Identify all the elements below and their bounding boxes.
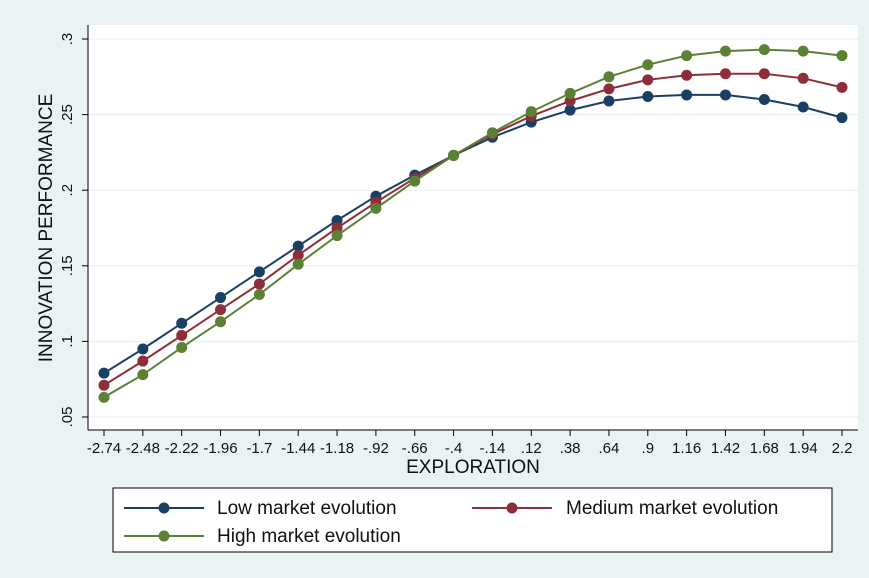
data-point bbox=[176, 329, 188, 341]
data-point bbox=[603, 83, 615, 95]
data-point bbox=[564, 95, 576, 107]
data-point bbox=[642, 74, 654, 86]
data-point bbox=[758, 44, 770, 56]
x-tick-label: -2.74 bbox=[87, 440, 121, 457]
data-point bbox=[681, 50, 693, 62]
series-line bbox=[103, 48, 843, 399]
data-point bbox=[331, 222, 343, 234]
x-tick-label: -2.22 bbox=[165, 440, 199, 457]
data-point bbox=[564, 104, 576, 116]
data-point bbox=[215, 292, 227, 304]
x-axis-ticks: -2.74 -2.48 -2.22 -1.96 -1.7 -1.44 -1.18 -.92 -.… bbox=[87, 430, 853, 457]
data-point bbox=[98, 379, 110, 391]
data-point bbox=[797, 101, 809, 113]
data-point bbox=[370, 202, 382, 214]
data-point bbox=[603, 95, 615, 107]
series-3 bbox=[98, 44, 848, 403]
legend-label: High market evolution bbox=[217, 526, 401, 547]
data-point bbox=[253, 278, 265, 290]
data-point bbox=[525, 106, 537, 118]
data-point bbox=[797, 45, 809, 57]
data-point bbox=[797, 72, 809, 84]
data-point bbox=[331, 214, 343, 226]
y-tick-label: .2 bbox=[59, 184, 76, 197]
legend: Low market evolution Medium market evolut… bbox=[124, 498, 778, 547]
legend-item: Medium market evolution bbox=[472, 498, 778, 519]
x-tick-label: -.14 bbox=[479, 440, 505, 457]
data-point bbox=[215, 304, 227, 316]
x-axis-label: EXPLORATION bbox=[406, 457, 540, 478]
x-tick-label: -1.18 bbox=[320, 440, 354, 457]
x-tick-label: -1.96 bbox=[203, 440, 237, 457]
data-point bbox=[719, 89, 731, 101]
x-tick-label: -.4 bbox=[445, 440, 463, 457]
legend-item: High market evolution bbox=[124, 526, 401, 547]
x-tick-label: .38 bbox=[560, 440, 581, 457]
data-point bbox=[719, 68, 731, 80]
x-tick-label: -.92 bbox=[363, 440, 389, 457]
data-point bbox=[448, 149, 460, 161]
grid bbox=[88, 38, 858, 418]
data-point bbox=[758, 68, 770, 80]
legend-label: Medium market evolution bbox=[566, 498, 778, 519]
data-point bbox=[564, 87, 576, 99]
x-tick-label: .9 bbox=[642, 440, 655, 457]
data-point bbox=[836, 50, 848, 62]
data-point bbox=[331, 230, 343, 242]
x-tick-label: .12 bbox=[521, 440, 542, 457]
x-tick-label: -1.44 bbox=[281, 440, 315, 457]
legend-marker bbox=[506, 502, 518, 514]
plot-background bbox=[88, 25, 858, 430]
y-tick-label: .3 bbox=[59, 33, 76, 46]
data-point bbox=[836, 81, 848, 93]
y-tick-label: .1 bbox=[59, 335, 76, 348]
x-tick-label: 1.16 bbox=[672, 440, 701, 457]
x-tick-label: -2.48 bbox=[126, 440, 160, 457]
data-point bbox=[137, 355, 149, 367]
data-point bbox=[253, 289, 265, 301]
legend-label: Low market evolution bbox=[217, 498, 397, 519]
series bbox=[98, 44, 848, 403]
legend-marker bbox=[158, 502, 170, 514]
data-point bbox=[98, 391, 110, 403]
data-point bbox=[215, 316, 227, 328]
y-tick-label: .05 bbox=[59, 407, 76, 428]
data-point bbox=[486, 127, 498, 139]
data-point bbox=[137, 343, 149, 355]
data-point bbox=[176, 341, 188, 353]
data-point bbox=[758, 93, 770, 105]
y-axis-ticks: .05 .1 .15 .2 .25 .3 bbox=[59, 33, 88, 428]
y-axis-label: INNOVATION PERFORMANCE bbox=[36, 94, 57, 362]
data-point bbox=[176, 317, 188, 329]
data-point bbox=[681, 89, 693, 101]
data-point bbox=[137, 369, 149, 381]
data-point bbox=[292, 258, 304, 270]
series-line bbox=[103, 93, 843, 375]
data-point bbox=[836, 112, 848, 124]
x-tick-label: -1.7 bbox=[246, 440, 272, 457]
data-point bbox=[292, 249, 304, 261]
y-tick-label: .15 bbox=[59, 255, 76, 276]
data-point bbox=[681, 69, 693, 81]
legend-marker bbox=[158, 530, 170, 542]
data-point bbox=[642, 90, 654, 102]
x-tick-label: -.66 bbox=[402, 440, 428, 457]
legend-item: Low market evolution bbox=[124, 498, 397, 519]
data-point bbox=[603, 71, 615, 83]
data-point bbox=[292, 240, 304, 252]
x-tick-label: 1.42 bbox=[711, 440, 740, 457]
data-point bbox=[253, 266, 265, 278]
data-point bbox=[409, 175, 421, 187]
x-tick-label: .64 bbox=[599, 440, 620, 457]
x-tick-label: 2.2 bbox=[832, 440, 853, 457]
legend-box bbox=[112, 487, 833, 553]
data-point bbox=[642, 59, 654, 71]
x-tick-label: 1.94 bbox=[789, 440, 818, 457]
y-tick-label: .25 bbox=[59, 104, 76, 125]
data-point bbox=[98, 367, 110, 379]
x-tick-label: 1.68 bbox=[750, 440, 779, 457]
data-point bbox=[719, 45, 731, 57]
